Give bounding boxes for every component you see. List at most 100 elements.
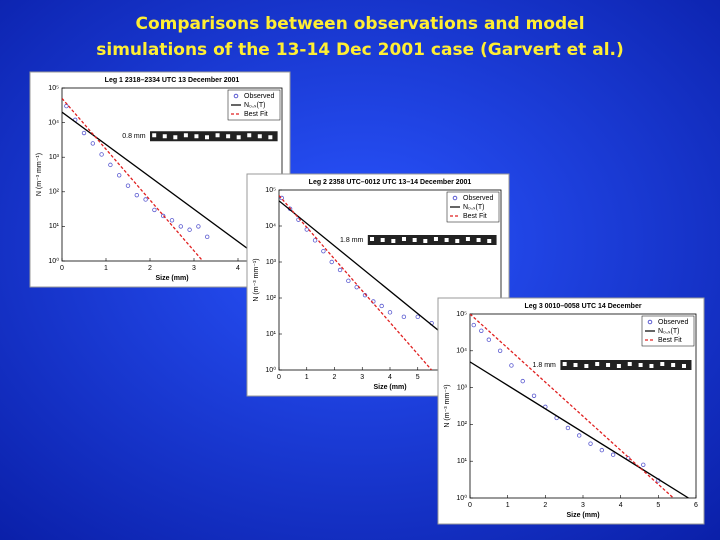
data-point [401, 314, 407, 320]
particle-strip-gap [562, 362, 567, 366]
y-tick-label: 10¹ [457, 458, 468, 465]
data-point [134, 192, 139, 198]
particle-strip-gap [595, 362, 600, 366]
x-tick-label: 4 [619, 502, 623, 509]
particle-strip-gap [257, 134, 262, 139]
particle-strip-gap [236, 135, 241, 140]
y-tick-label: 10⁴ [265, 223, 276, 230]
y-tick-label: 10¹ [49, 223, 60, 230]
slide-title-line: simulations of the 13-14 Dec 2001 case (… [96, 40, 624, 60]
chart-title: Leg 3 0010–0058 UTC 14 December [524, 303, 641, 310]
x-tick-label: 4 [388, 374, 392, 381]
legend-swatch [647, 319, 653, 325]
particle-strip [367, 235, 497, 245]
y-tick-label: 10² [266, 295, 277, 302]
legend-label: N₀,ₛ(T) [658, 328, 679, 335]
particle-strip-gap [391, 239, 396, 243]
data-point [329, 259, 334, 265]
data-point [415, 314, 420, 320]
x-tick-label: 0 [60, 265, 64, 272]
particle-strip-gap [616, 364, 621, 368]
y-tick-label: 10⁰ [265, 366, 276, 374]
x-tick-label: 2 [148, 265, 152, 272]
y-tick-label: 10⁵ [48, 85, 59, 92]
particle-strip-gap [215, 133, 220, 138]
y-tick-label: 10⁵ [456, 311, 467, 318]
particle-strip-gap [226, 134, 231, 139]
particle-strip-gap [465, 237, 470, 241]
legend-label: Observed [244, 93, 274, 100]
particle-strip-gap [476, 238, 481, 242]
particle-strip-gap [681, 364, 686, 368]
chart-panel: Leg 3 0010–0058 UTC 14 December 10⁰ 10¹ 10²… [437, 297, 705, 525]
particle-strip-gap [247, 133, 252, 138]
y-tick-label: 10³ [266, 259, 277, 266]
x-tick-label: 4 [236, 265, 240, 272]
scale-label: 1.8 mm [533, 362, 557, 369]
particle-strip-gap [173, 135, 178, 140]
x-tick-label: 0 [277, 374, 281, 381]
legend-swatch [452, 195, 458, 201]
y-tick-label: 10⁴ [456, 348, 467, 355]
particle-strip-gap [584, 364, 589, 368]
data-point [599, 447, 605, 453]
particle-strip-gap [444, 238, 449, 242]
data-point [641, 462, 646, 467]
particle-strip-gap [194, 134, 199, 139]
y-tick-label: 10¹ [266, 331, 277, 338]
y-axis-label: N (m⁻³ mm⁻¹) [36, 153, 43, 196]
fit-line [470, 361, 689, 498]
data-point [509, 363, 514, 368]
legend-label: Best Fit [463, 213, 487, 220]
data-point [520, 378, 525, 384]
x-axis-label: Size (mm) [155, 275, 188, 282]
particle-strip-gap [638, 363, 643, 367]
x-tick-label: 5 [656, 502, 660, 509]
data-point [497, 348, 503, 353]
data-point [486, 337, 492, 342]
data-point [152, 207, 157, 213]
x-tick-label: 2 [543, 502, 547, 509]
legend-swatch [233, 93, 239, 99]
particle-strip-gap [412, 238, 417, 242]
particle-strip-gap [649, 364, 654, 368]
data-point [346, 278, 351, 284]
data-point [116, 173, 122, 178]
y-tick-label: 10⁵ [265, 187, 276, 194]
data-point [125, 183, 131, 188]
scale-label: 0.8 mm [122, 133, 146, 140]
data-point [337, 267, 343, 273]
fit-line [279, 195, 433, 370]
chart-title: Leg 1 2318–2334 UTC 13 December 2001 [105, 77, 240, 84]
plot-area [62, 97, 265, 261]
x-tick-label: 0 [468, 502, 472, 509]
data-point [471, 322, 476, 328]
legend-label: Observed [463, 195, 493, 202]
data-point [90, 141, 95, 146]
particle-strip-gap [627, 362, 632, 366]
particle-strip-gap [370, 237, 375, 241]
legend-label: N₀,ₛ(T) [463, 204, 484, 211]
slide-title-line: Comparisons between observations and mod… [135, 14, 584, 34]
data-point [204, 234, 210, 240]
x-tick-label: 2 [333, 374, 337, 381]
x-axis-label: Size (mm) [373, 384, 406, 391]
data-point [99, 152, 104, 157]
y-tick-label: 10³ [49, 154, 60, 161]
data-point [321, 248, 326, 254]
data-point [187, 227, 192, 232]
particle-strip-gap [205, 135, 209, 140]
data-point [108, 162, 113, 168]
data-point [531, 393, 537, 398]
y-tick-label: 10⁰ [456, 494, 467, 502]
particle-strip-gap [380, 238, 385, 242]
data-point [577, 433, 582, 438]
data-point [81, 130, 87, 136]
data-point [196, 224, 201, 229]
y-tick-label: 10⁴ [48, 119, 59, 126]
scale-label: 1.8 mm [340, 237, 364, 244]
chart-title: Leg 2 2358 UTC–0012 UTC 13–14 December 2… [309, 179, 472, 186]
data-point [312, 238, 318, 243]
chart-panel: Leg 2 2358 UTC–0012 UTC 13–14 December 2… [246, 173, 510, 397]
